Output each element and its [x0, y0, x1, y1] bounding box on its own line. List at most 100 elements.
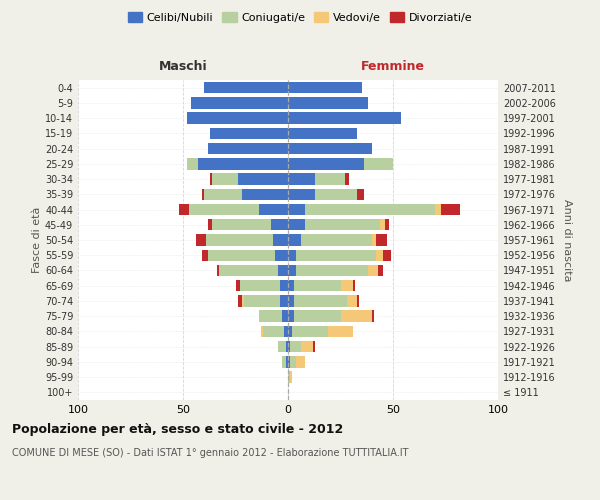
Bar: [288, 341, 290, 352]
Bar: [305, 219, 380, 230]
Bar: [202, 188, 204, 200]
Bar: [316, 188, 358, 200]
Bar: [244, 295, 280, 306]
Bar: [295, 310, 341, 322]
Bar: [295, 295, 347, 306]
Bar: [372, 310, 374, 322]
Bar: [364, 158, 393, 170]
Bar: [208, 143, 288, 154]
Bar: [235, 280, 240, 291]
Bar: [260, 326, 263, 337]
Bar: [376, 234, 387, 246]
Bar: [284, 326, 288, 337]
Bar: [259, 204, 288, 215]
Bar: [288, 97, 368, 108]
Bar: [274, 234, 288, 246]
Bar: [358, 295, 359, 306]
Bar: [288, 372, 290, 383]
Bar: [288, 82, 361, 94]
Bar: [358, 188, 364, 200]
Bar: [286, 341, 288, 352]
Bar: [198, 158, 288, 170]
Text: Maschi: Maschi: [158, 60, 208, 72]
Bar: [292, 326, 328, 337]
Bar: [328, 326, 353, 337]
Bar: [296, 250, 376, 261]
Bar: [288, 128, 358, 139]
Bar: [263, 326, 284, 337]
Bar: [288, 174, 316, 185]
Bar: [301, 341, 313, 352]
Bar: [242, 295, 244, 306]
Text: Femmine: Femmine: [361, 60, 425, 72]
Y-axis label: Fasce di età: Fasce di età: [32, 207, 42, 273]
Bar: [435, 204, 442, 215]
Bar: [212, 174, 238, 185]
Bar: [372, 234, 376, 246]
Bar: [204, 82, 288, 94]
Bar: [288, 250, 296, 261]
Bar: [208, 219, 212, 230]
Bar: [277, 341, 286, 352]
Bar: [204, 188, 242, 200]
Bar: [202, 250, 208, 261]
Bar: [290, 341, 301, 352]
Bar: [288, 265, 296, 276]
Bar: [190, 204, 259, 215]
Y-axis label: Anni di nascita: Anni di nascita: [562, 198, 572, 281]
Bar: [238, 295, 242, 306]
Bar: [290, 356, 296, 368]
Bar: [187, 112, 288, 124]
Bar: [442, 204, 460, 215]
Bar: [383, 250, 391, 261]
Bar: [280, 295, 288, 306]
Bar: [313, 341, 316, 352]
Bar: [341, 310, 372, 322]
Bar: [288, 356, 290, 368]
Bar: [280, 280, 288, 291]
Bar: [288, 234, 301, 246]
Bar: [242, 188, 288, 200]
Legend: Celibi/Nubili, Coniugati/e, Vedovi/e, Divorziati/e: Celibi/Nubili, Coniugati/e, Vedovi/e, Di…: [124, 8, 476, 28]
Bar: [282, 310, 288, 322]
Text: COMUNE DI MESE (SO) - Dati ISTAT 1° gennaio 2012 - Elaborazione TUTTITALIA.IT: COMUNE DI MESE (SO) - Dati ISTAT 1° genn…: [12, 448, 409, 458]
Bar: [345, 174, 349, 185]
Bar: [275, 250, 288, 261]
Bar: [288, 295, 295, 306]
Bar: [376, 250, 383, 261]
Bar: [368, 265, 379, 276]
Bar: [347, 295, 358, 306]
Bar: [217, 265, 218, 276]
Bar: [277, 265, 288, 276]
Bar: [288, 112, 401, 124]
Bar: [210, 128, 288, 139]
Bar: [259, 310, 282, 322]
Bar: [296, 356, 305, 368]
Bar: [210, 174, 212, 185]
Bar: [288, 143, 372, 154]
Bar: [191, 97, 288, 108]
Bar: [196, 234, 206, 246]
Bar: [301, 234, 372, 246]
Bar: [212, 219, 271, 230]
Bar: [208, 250, 275, 261]
Bar: [240, 280, 280, 291]
Bar: [341, 280, 353, 291]
Text: Popolazione per età, sesso e stato civile - 2012: Popolazione per età, sesso e stato civil…: [12, 422, 343, 436]
Bar: [296, 265, 368, 276]
Bar: [316, 174, 345, 185]
Bar: [187, 158, 198, 170]
Bar: [380, 219, 385, 230]
Bar: [271, 219, 288, 230]
Bar: [282, 356, 286, 368]
Bar: [288, 219, 305, 230]
Bar: [288, 280, 295, 291]
Bar: [288, 310, 295, 322]
Bar: [379, 265, 383, 276]
Bar: [295, 280, 341, 291]
Bar: [288, 326, 292, 337]
Bar: [353, 280, 355, 291]
Bar: [305, 204, 435, 215]
Bar: [288, 158, 364, 170]
Bar: [238, 174, 288, 185]
